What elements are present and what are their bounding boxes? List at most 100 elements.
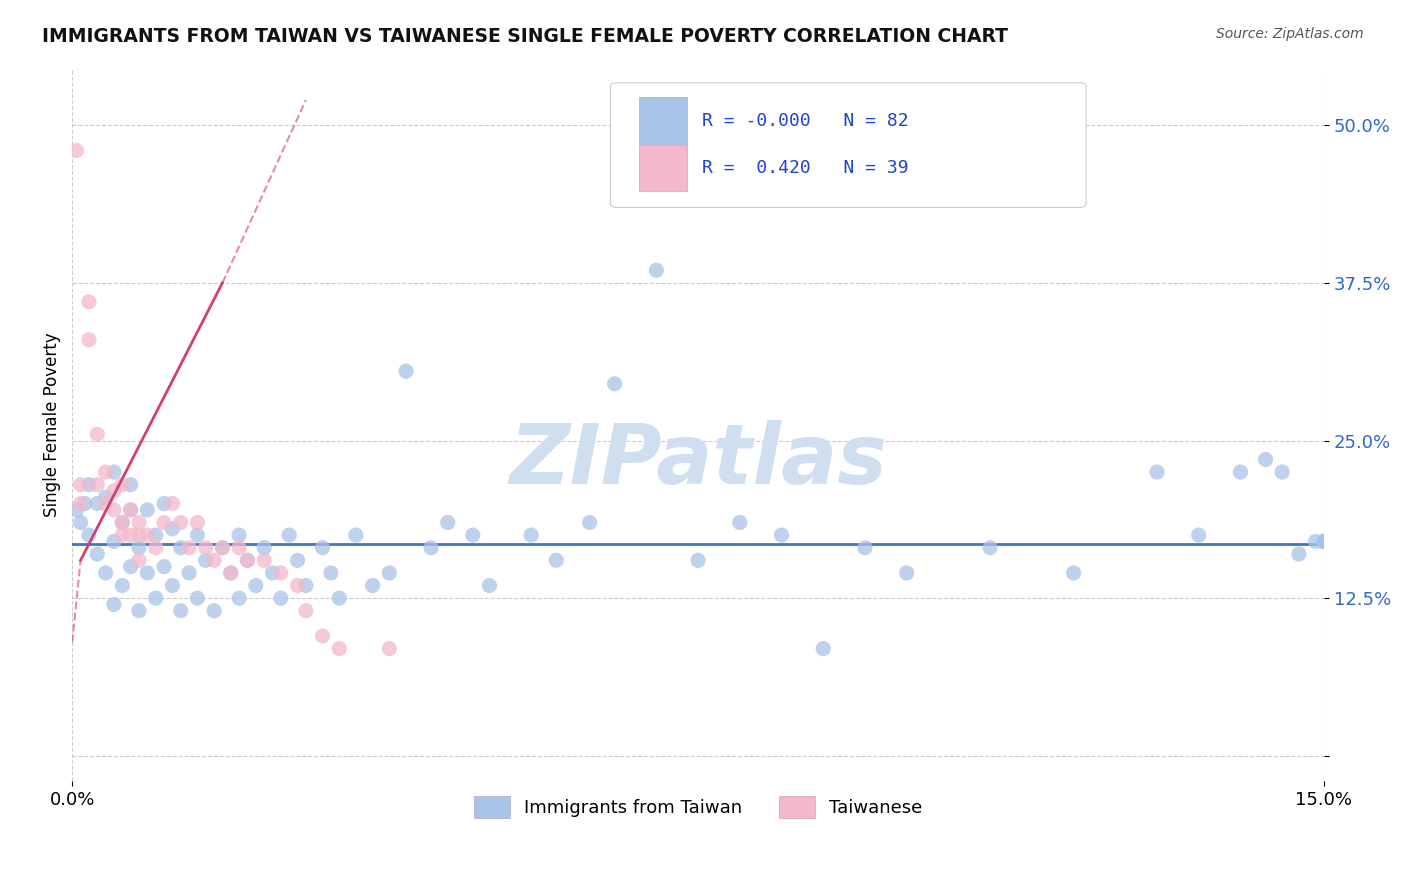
Point	[94, 465, 117, 479]
Point	[103, 503, 125, 517]
Point	[1188, 528, 1211, 542]
Point	[686, 553, 709, 567]
Point	[1063, 566, 1085, 580]
FancyBboxPatch shape	[640, 145, 686, 192]
Point	[111, 477, 134, 491]
Text: IMMIGRANTS FROM TAIWAN VS TAIWANESE SINGLE FEMALE POVERTY CORRELATION CHART: IMMIGRANTS FROM TAIWAN VS TAIWANESE SING…	[42, 27, 1008, 45]
Point	[420, 541, 443, 555]
Point	[153, 497, 176, 511]
Point	[128, 516, 150, 530]
Point	[295, 578, 318, 592]
Point	[1313, 534, 1336, 549]
Point	[86, 477, 108, 491]
Point	[153, 559, 176, 574]
Point	[228, 591, 250, 606]
Point	[128, 553, 150, 567]
Point	[120, 503, 142, 517]
Text: R =  0.420   N = 39: R = 0.420 N = 39	[702, 160, 908, 178]
Point	[770, 528, 793, 542]
Point	[145, 541, 167, 555]
Point	[520, 528, 543, 542]
Point	[103, 483, 125, 498]
Point	[853, 541, 876, 555]
Point	[478, 578, 501, 592]
Point	[202, 604, 225, 618]
Point	[186, 516, 208, 530]
Point	[236, 553, 259, 567]
Point	[278, 528, 301, 542]
Point	[65, 144, 87, 158]
Point	[1313, 534, 1336, 549]
Point	[103, 598, 125, 612]
Point	[120, 559, 142, 574]
Point	[194, 541, 217, 555]
Point	[1271, 465, 1294, 479]
Point	[177, 541, 200, 555]
Point	[186, 528, 208, 542]
Point	[77, 333, 100, 347]
Point	[1313, 534, 1336, 549]
Y-axis label: Single Female Poverty: Single Female Poverty	[44, 333, 60, 517]
Point	[136, 503, 159, 517]
Point	[287, 578, 309, 592]
Point	[813, 641, 835, 656]
Point	[461, 528, 484, 542]
Point	[120, 477, 142, 491]
Point	[86, 427, 108, 442]
Point	[77, 294, 100, 309]
Point	[1229, 465, 1251, 479]
Point	[77, 477, 100, 491]
Point	[311, 629, 333, 643]
FancyBboxPatch shape	[640, 97, 686, 144]
Point	[136, 528, 159, 542]
Point	[170, 516, 193, 530]
Point	[128, 528, 150, 542]
Point	[69, 477, 91, 491]
Point	[145, 591, 167, 606]
Point	[378, 566, 401, 580]
Point	[69, 516, 91, 530]
Point	[295, 604, 318, 618]
Point	[77, 528, 100, 542]
Point	[1254, 452, 1277, 467]
Point	[128, 604, 150, 618]
Point	[177, 566, 200, 580]
Point	[219, 566, 242, 580]
Point	[162, 522, 184, 536]
Point	[73, 497, 96, 511]
Point	[69, 497, 91, 511]
Point	[103, 465, 125, 479]
Point	[546, 553, 568, 567]
Point	[128, 541, 150, 555]
Point	[1313, 534, 1336, 549]
Point	[896, 566, 918, 580]
Point	[311, 541, 333, 555]
Point	[120, 528, 142, 542]
Point	[186, 591, 208, 606]
Point	[136, 566, 159, 580]
Text: Source: ZipAtlas.com: Source: ZipAtlas.com	[1216, 27, 1364, 41]
Point	[228, 541, 250, 555]
Point	[219, 566, 242, 580]
Point	[270, 591, 292, 606]
Point	[111, 516, 134, 530]
Point	[111, 578, 134, 592]
Point	[170, 541, 193, 555]
Point	[162, 578, 184, 592]
Point	[211, 541, 233, 555]
Point	[162, 497, 184, 511]
Point	[202, 553, 225, 567]
Point	[361, 578, 384, 592]
Point	[319, 566, 342, 580]
Point	[111, 528, 134, 542]
Point	[578, 516, 600, 530]
Point	[270, 566, 292, 580]
Point	[170, 604, 193, 618]
Point	[94, 497, 117, 511]
Point	[245, 578, 267, 592]
Point	[153, 516, 176, 530]
Point	[194, 553, 217, 567]
Point	[1313, 534, 1336, 549]
Point	[436, 516, 458, 530]
Point	[287, 553, 309, 567]
